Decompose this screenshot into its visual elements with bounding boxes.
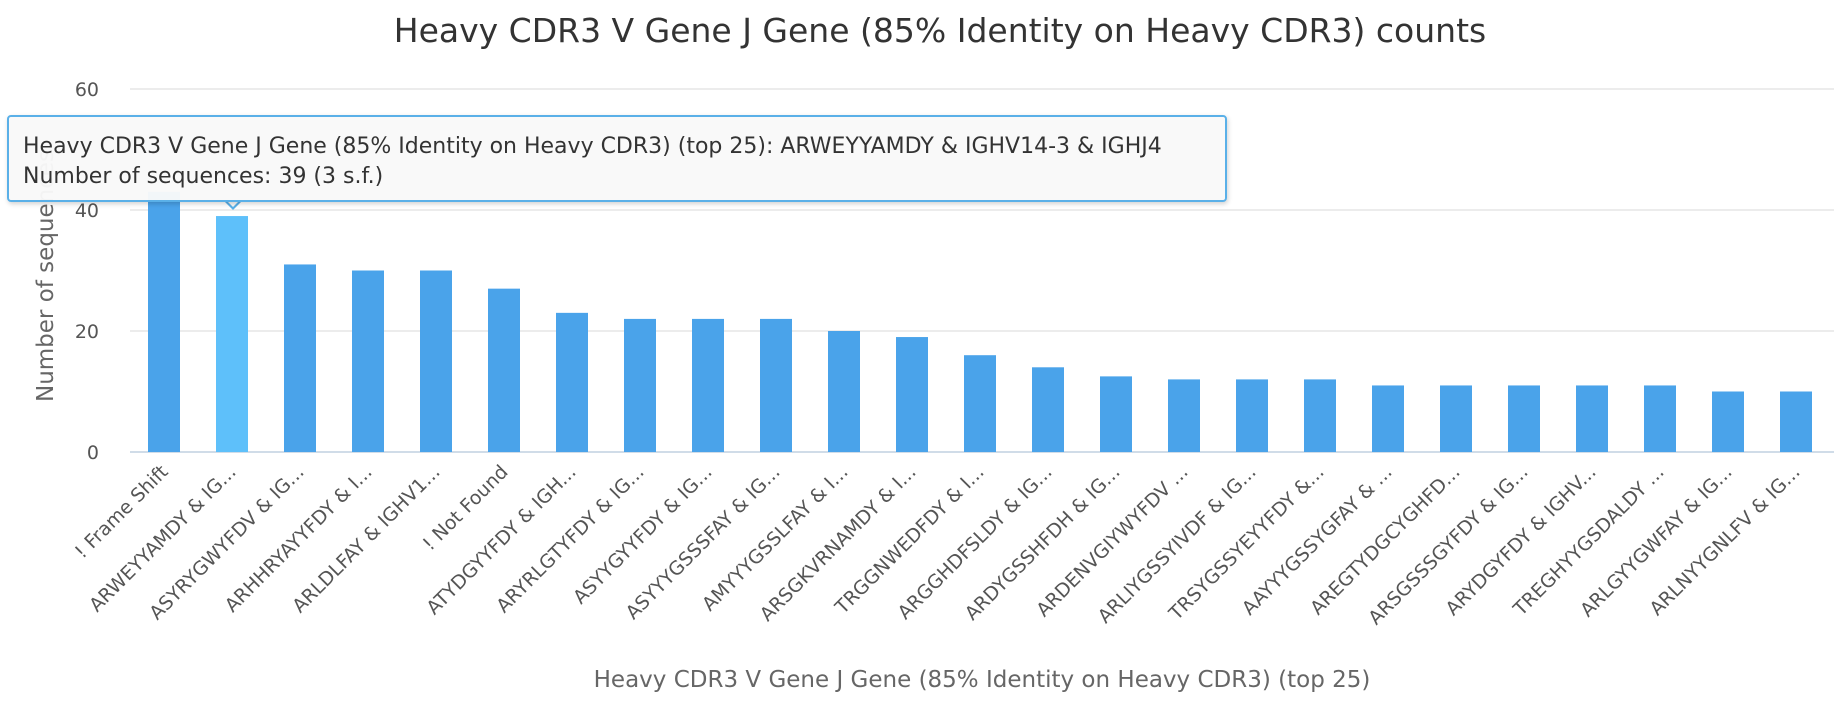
y-tick-label: 20 [75, 321, 99, 343]
bar-tooltip: Heavy CDR3 V Gene J Gene (85% Identity o… [7, 115, 1227, 202]
bar-3[interactable] [284, 264, 316, 452]
bar-15[interactable] [1100, 376, 1132, 452]
bar-18[interactable] [1304, 379, 1336, 452]
bar-23[interactable] [1644, 385, 1676, 452]
bar-2[interactable] [216, 216, 248, 452]
bar-17[interactable] [1236, 379, 1268, 452]
y-tick-label: 0 [87, 442, 99, 464]
bar-5[interactable] [420, 270, 452, 453]
bar-12[interactable] [896, 337, 928, 452]
tooltip-value-line: Number of sequences: 39 (3 s.f.) [23, 164, 384, 189]
bar-22[interactable] [1576, 385, 1608, 452]
y-axis-ticks: 0 20 40 60 [75, 79, 99, 464]
bar-24[interactable] [1712, 391, 1744, 453]
bar-25[interactable] [1780, 391, 1812, 453]
x-axis-title: Heavy CDR3 V Gene J Gene (85% Identity o… [594, 667, 1371, 693]
bar-1[interactable] [148, 191, 180, 452]
bar-7[interactable] [556, 312, 588, 452]
bar-21[interactable] [1508, 385, 1540, 452]
y-tick-label: 40 [75, 200, 99, 222]
chart-title: Heavy CDR3 V Gene J Gene (85% Identity o… [394, 11, 1486, 50]
bar-6[interactable] [488, 288, 520, 452]
bar-20[interactable] [1440, 385, 1472, 452]
bar-9[interactable] [692, 318, 724, 452]
bar-10[interactable] [760, 318, 792, 452]
y-tick-label: 60 [75, 79, 99, 101]
bar-19[interactable] [1372, 385, 1404, 452]
bar-4[interactable] [352, 270, 384, 453]
bar-8[interactable] [624, 318, 656, 452]
bars [148, 191, 1812, 453]
bar-11[interactable] [828, 331, 860, 452]
bar-14[interactable] [1032, 367, 1064, 452]
tooltip-pointer-fill [225, 199, 241, 207]
tooltip-category-line: Heavy CDR3 V Gene J Gene (85% Identity o… [23, 134, 1162, 159]
bar-13[interactable] [964, 355, 996, 452]
bar-16[interactable] [1168, 379, 1200, 452]
